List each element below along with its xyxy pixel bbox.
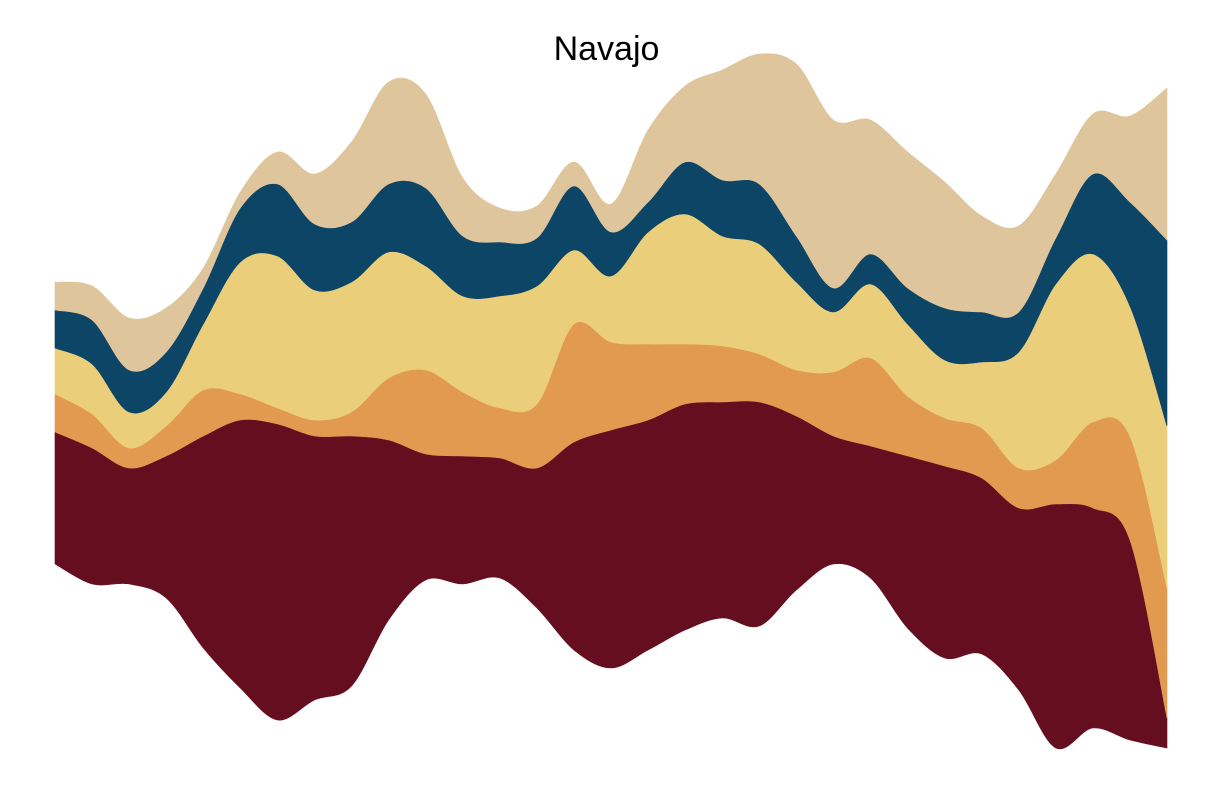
streamgraph-layers (54, 53, 1168, 750)
chart-title: Navajo (553, 30, 660, 68)
stream-layer-5 (54, 53, 1168, 372)
